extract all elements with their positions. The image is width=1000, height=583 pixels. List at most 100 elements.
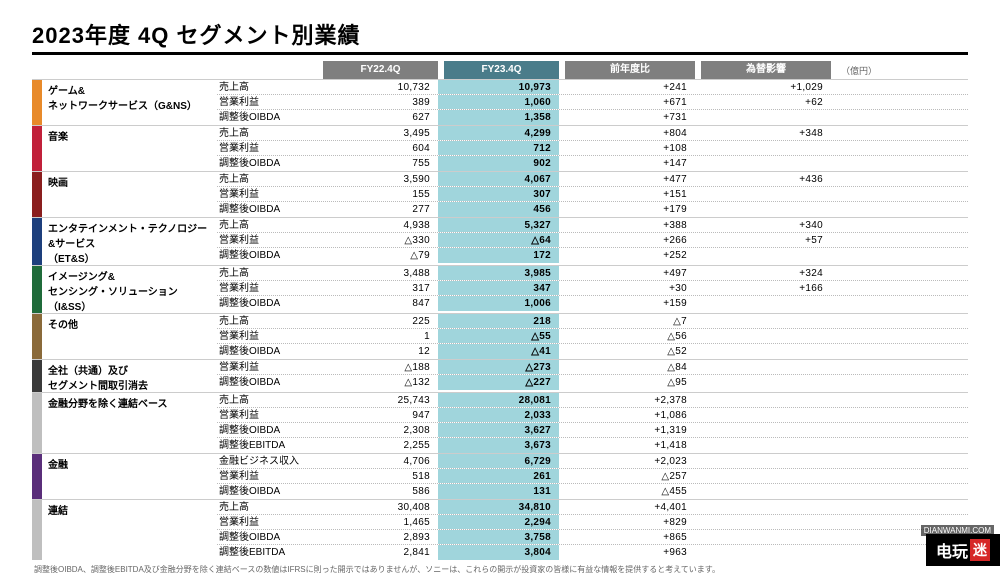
metric-label: 調整後OIBDA bbox=[217, 110, 317, 125]
metric-value: 155 bbox=[317, 187, 438, 201]
metric-row: 売上高3,5904,067+477+436 bbox=[217, 172, 968, 187]
metric-label: 営業利益 bbox=[217, 187, 317, 201]
metric-value: +179 bbox=[559, 202, 695, 217]
metric-label: 営業利益 bbox=[217, 95, 317, 109]
metric-value: 902 bbox=[438, 156, 559, 171]
metric-value: +1,418 bbox=[559, 438, 695, 453]
metric-value: +865 bbox=[559, 530, 695, 544]
metric-row: 調整後OIBDA2,8933,758+865 bbox=[217, 530, 968, 545]
metric-value bbox=[695, 202, 831, 217]
metric-label: 営業利益 bbox=[217, 360, 317, 374]
segment-color-bar bbox=[32, 266, 42, 313]
segment-row: ゲーム&ネットワークサービス（G&NS）売上高10,73210,973+241+… bbox=[32, 79, 968, 125]
metric-value: △79 bbox=[317, 248, 438, 263]
metric-value: +166 bbox=[695, 281, 831, 295]
metric-value bbox=[695, 454, 831, 468]
metric-value bbox=[695, 156, 831, 171]
metric-value: 2,308 bbox=[317, 423, 438, 437]
metric-value bbox=[695, 248, 831, 263]
page-title: 2023年度 4Q セグメント別業績 bbox=[32, 18, 968, 50]
metric-value: 10,732 bbox=[317, 80, 438, 94]
segment-name: 金融分野を除く連結ベース bbox=[42, 393, 217, 453]
metric-value: 4,938 bbox=[317, 218, 438, 232]
metric-row: 営業利益1,4652,294+829 bbox=[217, 515, 968, 530]
metric-value bbox=[695, 500, 831, 514]
metric-row: 営業利益317347+30+166 bbox=[217, 281, 968, 296]
metric-value: 277 bbox=[317, 202, 438, 217]
col-header: FY22.4Q bbox=[323, 61, 438, 79]
metric-value: +671 bbox=[559, 95, 695, 109]
metric-row: 調整後OIBDA277456+179 bbox=[217, 202, 968, 217]
metric-row: 営業利益9472,033+1,086 bbox=[217, 408, 968, 423]
metric-value: 3,488 bbox=[317, 266, 438, 280]
metric-row: 売上高30,40834,810+4,401 bbox=[217, 500, 968, 515]
metric-value: +241 bbox=[559, 80, 695, 94]
segment-color-bar bbox=[32, 218, 42, 265]
metric-value: 3,985 bbox=[438, 266, 559, 280]
segment-color-bar bbox=[32, 393, 42, 453]
col-header: 前年度比 bbox=[565, 61, 695, 79]
metric-label: 売上高 bbox=[217, 314, 317, 328]
segment-name: 映画 bbox=[42, 172, 217, 217]
metric-value: 2,033 bbox=[438, 408, 559, 422]
metric-label: 売上高 bbox=[217, 218, 317, 232]
metric-label: 調整後EBITDA bbox=[217, 545, 317, 560]
segment-table: FY22.4QFY23.4Q前年度比為替影響（億円） ゲーム&ネットワークサービ… bbox=[32, 61, 968, 560]
metric-row: 営業利益604712+108 bbox=[217, 141, 968, 156]
metric-value: 4,706 bbox=[317, 454, 438, 468]
metric-label: 調整後OIBDA bbox=[217, 484, 317, 499]
segment-row: 金融金融ビジネス収入4,7066,729+2,023営業利益518261△257… bbox=[32, 453, 968, 499]
metric-value: 1,358 bbox=[438, 110, 559, 125]
metric-value: △95 bbox=[559, 375, 695, 390]
metric-row: 営業利益155307+151 bbox=[217, 187, 968, 202]
metric-value: +436 bbox=[695, 172, 831, 186]
metric-value: +108 bbox=[559, 141, 695, 155]
metric-row: 調整後OIBDA6271,358+731 bbox=[217, 110, 968, 125]
metric-value: 2,294 bbox=[438, 515, 559, 529]
metric-value: 627 bbox=[317, 110, 438, 125]
segment-row: その他売上高225218△7営業利益1△55△56調整後OIBDA12△41△5… bbox=[32, 313, 968, 359]
metric-row: 調整後OIBDA755902+147 bbox=[217, 156, 968, 171]
metric-label: 金融ビジネス収入 bbox=[217, 454, 317, 468]
metric-value: 3,590 bbox=[317, 172, 438, 186]
metric-label: 調整後OIBDA bbox=[217, 530, 317, 544]
metric-label: 売上高 bbox=[217, 500, 317, 514]
metric-value bbox=[695, 393, 831, 407]
metric-value bbox=[695, 344, 831, 359]
metric-row: 営業利益1△55△56 bbox=[217, 329, 968, 344]
metric-value bbox=[695, 187, 831, 201]
metric-value bbox=[695, 408, 831, 422]
metric-value: +497 bbox=[559, 266, 695, 280]
segment-row: 映画売上高3,5904,067+477+436営業利益155307+151調整後… bbox=[32, 171, 968, 217]
metric-label: 売上高 bbox=[217, 126, 317, 140]
watermark-red: 迷 bbox=[970, 539, 990, 561]
metric-value: +1,029 bbox=[695, 80, 831, 94]
metric-value: 1,006 bbox=[438, 296, 559, 311]
metric-row: 調整後EBITDA2,2553,673+1,418 bbox=[217, 438, 968, 453]
metric-value: 3,804 bbox=[438, 545, 559, 560]
metric-value bbox=[695, 360, 831, 374]
metric-label: 営業利益 bbox=[217, 408, 317, 422]
metric-value bbox=[695, 469, 831, 483]
metric-value: 317 bbox=[317, 281, 438, 295]
segment-name: エンタテインメント・テクノロジー&サービス（ET&S） bbox=[42, 218, 217, 265]
segment-color-bar bbox=[32, 500, 42, 560]
metric-value: 518 bbox=[317, 469, 438, 483]
metric-value: 604 bbox=[317, 141, 438, 155]
metric-value: 307 bbox=[438, 187, 559, 201]
segment-name: イメージング&センシング・ソリューション（I&SS） bbox=[42, 266, 217, 313]
metric-value bbox=[695, 296, 831, 311]
metric-row: 営業利益3891,060+671+62 bbox=[217, 95, 968, 110]
metric-value bbox=[695, 141, 831, 155]
unit-label: （億円） bbox=[841, 64, 877, 77]
metric-label: 営業利益 bbox=[217, 141, 317, 155]
metric-value: 12 bbox=[317, 344, 438, 359]
metric-value: 225 bbox=[317, 314, 438, 328]
col-header: 為替影響 bbox=[701, 61, 831, 79]
metric-row: 調整後OIBDA586131△455 bbox=[217, 484, 968, 499]
metric-row: 売上高225218△7 bbox=[217, 314, 968, 329]
metric-value: 2,841 bbox=[317, 545, 438, 560]
metric-label: 営業利益 bbox=[217, 515, 317, 529]
metric-value: 34,810 bbox=[438, 500, 559, 514]
metric-value: +2,378 bbox=[559, 393, 695, 407]
